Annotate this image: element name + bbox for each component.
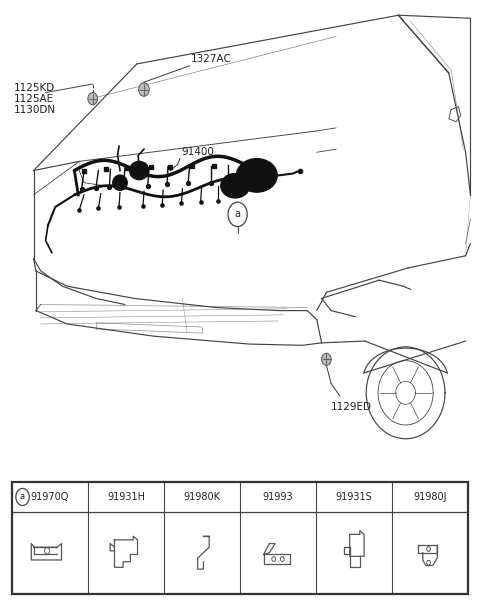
Text: 91931S: 91931S xyxy=(336,492,372,502)
Ellipse shape xyxy=(236,159,277,192)
Text: 91400: 91400 xyxy=(181,147,214,157)
Text: 1129ED: 1129ED xyxy=(331,402,372,412)
Text: 1327AC: 1327AC xyxy=(191,54,232,64)
Ellipse shape xyxy=(221,174,250,198)
Text: 91980J: 91980J xyxy=(413,492,447,502)
Bar xyxy=(12,482,468,594)
Text: 91980K: 91980K xyxy=(183,492,220,502)
Text: a: a xyxy=(20,493,25,501)
Text: 91970Q: 91970Q xyxy=(30,492,69,502)
Text: 1125AE: 1125AE xyxy=(13,94,54,104)
Text: a: a xyxy=(235,209,240,219)
Circle shape xyxy=(322,353,331,365)
Text: 1125KD: 1125KD xyxy=(13,83,55,93)
Ellipse shape xyxy=(113,175,127,191)
Circle shape xyxy=(88,93,97,105)
Text: 91931H: 91931H xyxy=(107,492,145,502)
Text: 1130DN: 1130DN xyxy=(13,105,56,115)
Circle shape xyxy=(139,83,149,96)
Ellipse shape xyxy=(130,161,149,180)
Text: 91993: 91993 xyxy=(263,492,293,502)
